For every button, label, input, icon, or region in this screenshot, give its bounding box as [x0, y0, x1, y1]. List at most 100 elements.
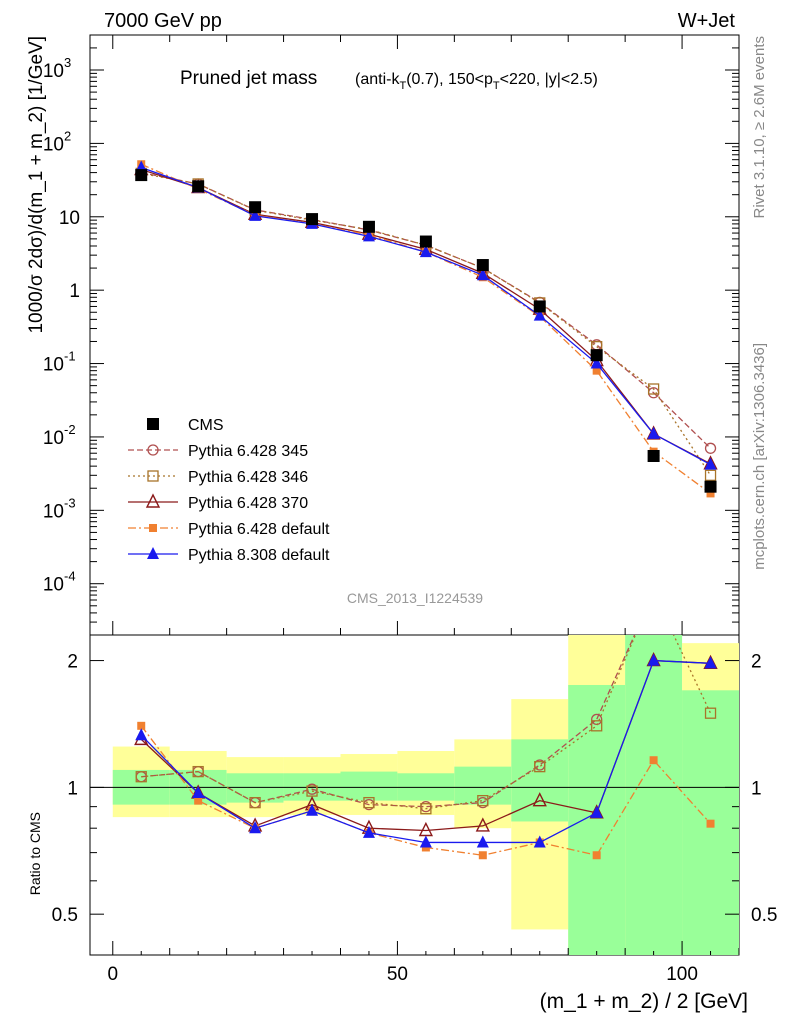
y-tick-base: 10: [43, 355, 64, 376]
series-point-main: [590, 356, 603, 369]
series-point-ratio: [475, 817, 490, 832]
ratio-y-tick-label-right: 1: [751, 778, 762, 799]
y-tick-label: 10: [43, 134, 64, 155]
series-point-ratio: [137, 721, 146, 730]
rivet-version-label: Rivet 3.1.10, ≥ 2.6M events: [751, 36, 768, 219]
series-point-ratio: [649, 756, 658, 765]
series-point-ratio: [192, 785, 205, 798]
main-series-group: [134, 160, 718, 498]
legend-label: Pythia 8.308 default: [188, 547, 330, 564]
legend-label: Pythia 6.428 370: [188, 495, 308, 512]
chart-subtitle-T2: T: [493, 80, 500, 92]
chart-subtitle-b: (0.7), 150<p: [406, 71, 493, 88]
series-point-ratio: [192, 765, 204, 778]
series-point-main: [704, 469, 717, 481]
y-tick-base: 10: [43, 428, 64, 449]
series-line-ratio: [141, 635, 712, 810]
mcplots-label: mcplots.cern.ch [arXiv:1306.3436]: [751, 343, 768, 570]
series-point-ratio: [591, 720, 603, 732]
y-tick-label: 10: [43, 61, 64, 82]
series-point-main: [704, 457, 717, 470]
y-tick-label: 1: [69, 281, 80, 302]
legend-marker: [149, 524, 157, 532]
y-tick-exponent: -2: [64, 422, 76, 437]
series-point-main: [647, 383, 660, 395]
y-tick-base: 1: [69, 281, 80, 302]
ratio-y-tick-label: 0.5: [52, 905, 78, 926]
ratio-y-tick-label: 1: [67, 778, 78, 799]
y-tick-base: 10: [43, 61, 64, 82]
series-point-ratio: [420, 803, 432, 815]
series-point-ratio: [249, 796, 261, 809]
series-point-ratio: [362, 825, 375, 838]
x-axis-label: (m_1 + m_2) / 2 [GeV]: [540, 990, 748, 1013]
series-point-ratio: [306, 803, 319, 816]
x-tick-label: 50: [387, 964, 408, 985]
series-point-main: [533, 308, 546, 321]
series-point-main: [362, 229, 375, 242]
series-line-main: [141, 168, 711, 465]
chart-subtitle-a: (anti-k: [355, 71, 400, 88]
ratio-y-tick-label: 2: [67, 652, 78, 673]
ratio-y-tick-label-right: 2: [751, 652, 762, 673]
ratio-series-group: [134, 635, 718, 860]
series-point-ratio: [194, 796, 203, 805]
series-point-ratio: [533, 835, 546, 848]
x-tick-label: 100: [666, 964, 698, 985]
process-label: W+Jet: [678, 10, 736, 32]
y-axis-label-ratio: Ratio to CMS: [27, 812, 43, 895]
y-tick-exponent: -3: [64, 495, 76, 510]
legend-marker: [147, 444, 159, 456]
y-axis-label-main: 1000/σ 2dσ)/d(m_1 + m_2) [1/GeV]: [26, 36, 47, 334]
series-point-ratio: [590, 805, 603, 818]
y-tick-base: 10: [43, 501, 64, 522]
legend-label: Pythia 6.428 345: [188, 443, 308, 460]
series-point-main: [249, 208, 262, 221]
series-point-ratio: [249, 821, 262, 834]
series-line-main: [141, 172, 712, 476]
y-tick-label: 10: [43, 428, 64, 449]
legend-marker: [145, 493, 161, 508]
ratio-band-green: [568, 684, 626, 955]
analysis-label: CMS_2013_I1224539: [347, 590, 483, 606]
series-point-ratio: [592, 851, 601, 860]
series-point-ratio: [534, 760, 546, 773]
legend-marker: [147, 547, 159, 559]
legend-marker: [147, 418, 159, 430]
series-point-ratio: [706, 819, 715, 828]
ratio-y-tick-label-right: 0.5: [751, 905, 777, 926]
legend-label: Pythia 6.428 346: [188, 469, 308, 486]
series-line-main: [141, 171, 711, 449]
data-point: [647, 449, 660, 462]
series-point-main: [419, 245, 432, 258]
series-point-ratio: [419, 835, 432, 848]
series-point-ratio: [476, 835, 489, 848]
series-point-main: [706, 489, 715, 498]
y-tick-exponent: 3: [64, 55, 71, 70]
series-point-ratio: [532, 792, 547, 807]
data-point: [476, 259, 489, 272]
legend-label: CMS: [188, 417, 224, 434]
series-line-main: [141, 166, 711, 466]
series-point-ratio: [477, 794, 489, 807]
legend-label: Pythia 6.428 default: [188, 521, 330, 538]
y-tick-exponent: -1: [64, 349, 76, 364]
chart-subtitle: (anti-kT(0.7), 150<pT<220, |y|<2.5): [355, 71, 598, 92]
ratio-band-green: [454, 766, 512, 805]
data-point: [419, 235, 432, 248]
series-point-ratio: [478, 851, 487, 860]
series-point-ratio: [418, 821, 434, 837]
data-point: [135, 169, 148, 182]
chart-title: Pruned jet mass: [180, 68, 317, 89]
data-point: [704, 480, 717, 493]
ratio-band-green: [625, 635, 683, 955]
series-point-ratio: [135, 728, 148, 741]
chart-title-main: Pruned jet mass: [180, 68, 317, 89]
data-point: [362, 220, 375, 233]
energy-label: 7000 GeV pp: [104, 10, 222, 32]
y-tick-base: 10: [43, 575, 64, 596]
y-tick-base: 10: [43, 134, 64, 155]
series-point-ratio: [135, 771, 147, 783]
